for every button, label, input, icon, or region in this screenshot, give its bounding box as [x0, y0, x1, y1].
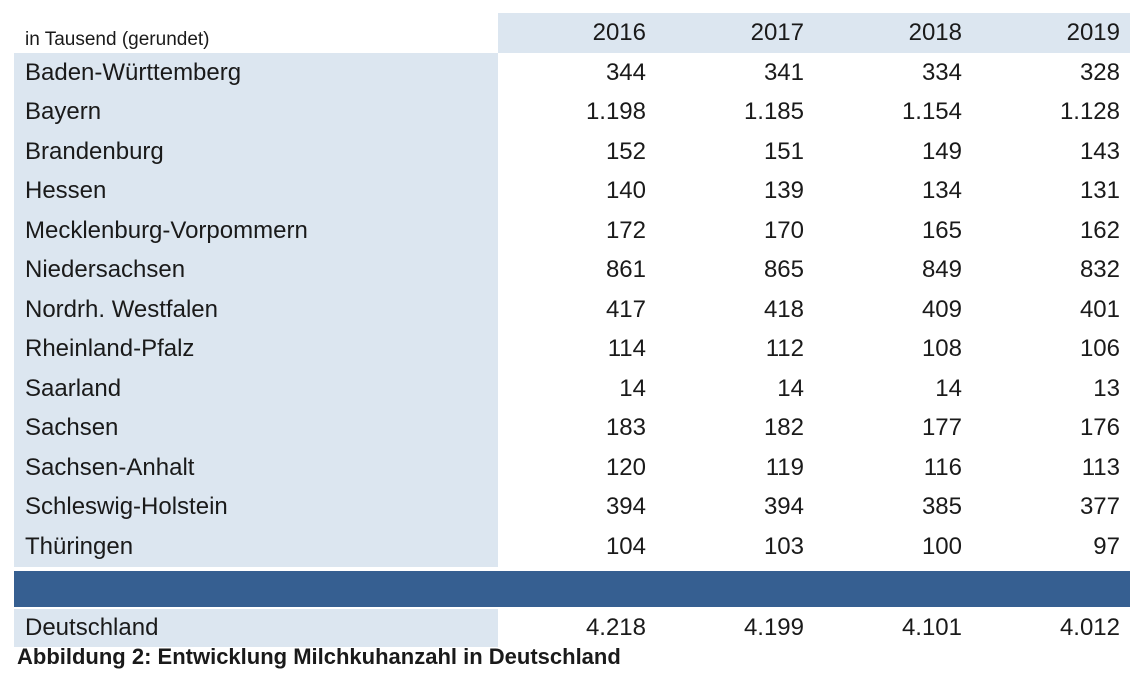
- cell-value: 103: [763, 532, 804, 560]
- cell-value: 832: [1079, 256, 1120, 284]
- state-label: Thüringen: [14, 527, 498, 567]
- cell-value: 14: [777, 374, 804, 402]
- cell-value: 1.128: [1059, 98, 1120, 126]
- cell-value: 418: [763, 295, 804, 323]
- table-row: Thüringen 104 103 100 97: [14, 527, 1130, 567]
- state-label: Niedersachsen: [14, 250, 498, 290]
- header-row: in Tausend (gerundet) 2016 2017 2018 201…: [14, 13, 1130, 53]
- cell-value: 861: [605, 256, 646, 284]
- table-row: Hessen 140 139 134 131: [14, 171, 1130, 211]
- cell-value: 177: [921, 414, 962, 442]
- cell-value: 140: [605, 177, 646, 205]
- table-row: Sachsen 183 182 177 176: [14, 408, 1130, 448]
- cell-value: 385: [921, 493, 962, 521]
- state-label: Saarland: [14, 369, 498, 409]
- year-header: 2018: [814, 13, 972, 53]
- total-value: 4.199: [743, 613, 804, 641]
- cell-value: 143: [1079, 137, 1120, 165]
- state-label: Hessen: [14, 171, 498, 211]
- state-label: Mecklenburg-Vorpommern: [14, 211, 498, 251]
- cell-value: 162: [1079, 216, 1120, 244]
- table-row: Schleswig-Holstein 394 394 385 377: [14, 487, 1130, 527]
- table-row: Rheinland-Pfalz 114 112 108 106: [14, 329, 1130, 369]
- cell-value: 344: [605, 58, 646, 86]
- state-label: Sachsen: [14, 408, 498, 448]
- cell-value: 97: [1093, 532, 1120, 560]
- year-header: 2016: [498, 13, 656, 53]
- state-label: Brandenburg: [14, 132, 498, 172]
- year-header: 2019: [972, 13, 1130, 53]
- cell-value: 139: [763, 177, 804, 205]
- cell-value: 114: [607, 335, 646, 363]
- cell-value: 377: [1079, 493, 1120, 521]
- cell-value: 394: [605, 493, 646, 521]
- milk-cow-table: in Tausend (gerundet) 2016 2017 2018 201…: [14, 13, 1130, 647]
- cell-value: 865: [763, 256, 804, 284]
- year-header: 2017: [656, 13, 814, 53]
- table-row: Saarland 14 14 14 13: [14, 369, 1130, 409]
- total-value: 4.101: [901, 613, 962, 641]
- cell-value: 13: [1093, 374, 1120, 402]
- cell-value: 394: [763, 493, 804, 521]
- cell-value: 176: [1079, 414, 1120, 442]
- state-label: Nordrh. Westfalen: [14, 290, 498, 330]
- state-label: Bayern: [14, 92, 498, 132]
- state-label: Baden-Württemberg: [14, 53, 498, 93]
- cell-value: 112: [765, 335, 804, 363]
- cell-value: 119: [765, 453, 804, 481]
- unit-label: in Tausend (gerundet): [14, 13, 498, 53]
- cell-value: 120: [605, 453, 646, 481]
- cell-value: 151: [763, 137, 804, 165]
- cell-value: 1.185: [743, 98, 804, 126]
- table-row: Niedersachsen 861 865 849 832: [14, 250, 1130, 290]
- cell-value: 131: [1079, 177, 1120, 205]
- cell-value: 183: [605, 414, 646, 442]
- table-row: Brandenburg 152 151 149 143: [14, 132, 1130, 172]
- cell-value: 134: [921, 177, 962, 205]
- cell-value: 409: [921, 295, 962, 323]
- cell-value: 14: [935, 374, 962, 402]
- cell-value: 182: [763, 414, 804, 442]
- cell-value: 149: [921, 137, 962, 165]
- table-row: Nordrh. Westfalen 417 418 409 401: [14, 290, 1130, 330]
- state-label: Schleswig-Holstein: [14, 487, 498, 527]
- cell-value: 104: [605, 532, 646, 560]
- total-row: Deutschland 4.218 4.199 4.101 4.012: [14, 608, 1130, 647]
- cell-value: 334: [921, 58, 962, 86]
- state-label: Sachsen-Anhalt: [14, 448, 498, 488]
- cell-value: 1.154: [901, 98, 962, 126]
- cell-value: 108: [921, 335, 962, 363]
- table-row: Baden-Württemberg 344 341 334 328: [14, 53, 1130, 93]
- total-label: Deutschland: [14, 608, 498, 647]
- cell-value: 1.198: [585, 98, 646, 126]
- cell-value: 152: [605, 137, 646, 165]
- figure-caption: Abbildung 2: Entwicklung Milchkuhanzahl …: [17, 644, 621, 669]
- cell-value: 106: [1079, 335, 1120, 363]
- table-row: Bayern 1.198 1.185 1.154 1.128: [14, 92, 1130, 132]
- cell-value: 172: [605, 216, 646, 244]
- total-value: 4.012: [1059, 613, 1120, 641]
- cell-value: 14: [619, 374, 646, 402]
- cell-value: 113: [1081, 453, 1120, 481]
- state-label: Rheinland-Pfalz: [14, 329, 498, 369]
- cell-value: 100: [921, 532, 962, 560]
- cell-value: 341: [763, 58, 804, 86]
- cell-value: 165: [921, 216, 962, 244]
- table-body: Baden-Württemberg 344 341 334 328 Bayern 1.198…: [14, 53, 1130, 567]
- cell-value: 328: [1079, 58, 1120, 86]
- cell-value: 116: [923, 453, 962, 481]
- table-row: Mecklenburg-Vorpommern 172 170 165 162: [14, 211, 1130, 251]
- total-value: 4.218: [585, 613, 646, 641]
- separator-band: [14, 570, 1130, 607]
- cell-value: 417: [605, 295, 646, 323]
- cell-value: 401: [1079, 295, 1120, 323]
- cell-value: 849: [921, 256, 962, 284]
- table-row: Sachsen-Anhalt 120 119 116 113: [14, 448, 1130, 488]
- cell-value: 170: [763, 216, 804, 244]
